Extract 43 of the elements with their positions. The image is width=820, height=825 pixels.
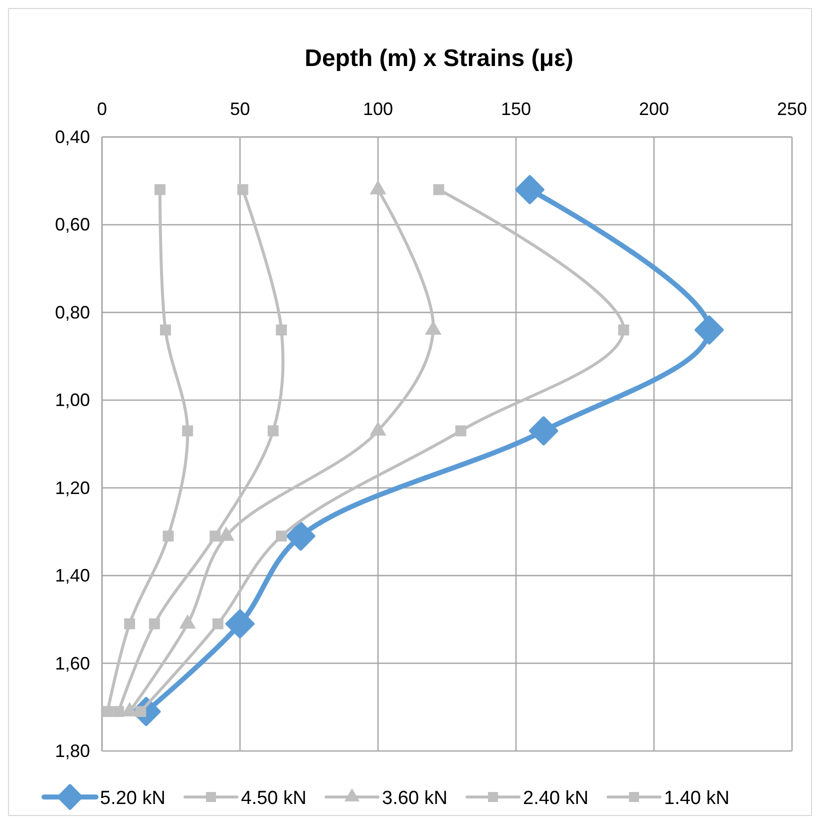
legend-label: 1.40 kN [664,788,730,809]
y-tick-label: 1,40 [54,566,90,586]
x-tick-label: 100 [362,99,394,119]
point [160,324,171,336]
chart-title: Depth (m) x Strains (με) [304,45,574,72]
y-tick-label: 1,00 [54,390,90,410]
x-tick-label: 50 [230,99,250,119]
point [154,184,166,196]
point [124,618,136,630]
legend-label: 2.40 kN [523,788,588,809]
y-tick-label: 0,40 [54,127,90,147]
point [237,184,248,196]
point [694,315,724,345]
point [135,706,146,718]
point [182,425,194,436]
x-tick-label: 250 [776,99,808,119]
point [113,706,124,718]
y-tick-label: 1,80 [54,741,90,761]
point [433,184,444,196]
point [148,618,160,630]
legend-label: 5.20 kN [100,788,166,809]
y-tick-label: 1,60 [54,653,90,674]
point [162,530,174,542]
legend-label: 3.60 kN [382,788,448,809]
point [618,324,630,336]
point [102,706,113,718]
x-tick-label: 200 [638,99,670,119]
y-tick-label: 0,80 [54,302,90,322]
point [529,416,558,446]
y-tick-label: 0,60 [54,214,90,235]
point [286,522,316,551]
point [225,609,255,638]
point [210,530,221,542]
point [268,425,279,436]
point [515,175,544,204]
point [276,530,287,542]
point [212,618,224,630]
point [455,425,466,436]
legend-label: 4.50 kN [241,788,306,809]
point [276,324,287,336]
x-tick-label: 0 [96,99,108,119]
x-tick-label: 150 [500,99,532,119]
y-tick-label: 1,20 [54,478,90,498]
